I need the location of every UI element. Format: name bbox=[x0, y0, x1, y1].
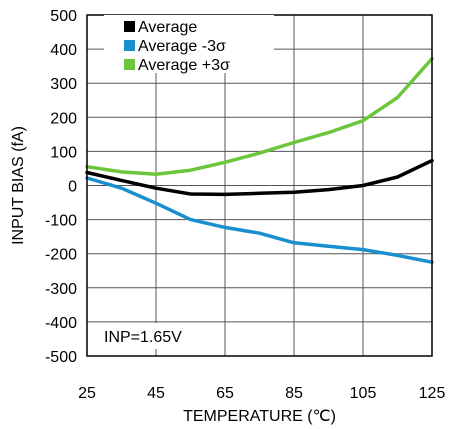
y-tick-label: 400 bbox=[50, 42, 77, 59]
x-tick-label: 25 bbox=[78, 385, 96, 402]
y-tick-labels: 500 400 300 200 100 0 -100 -200 -300 -400 -500 bbox=[45, 8, 77, 366]
legend-label: Average bbox=[138, 19, 197, 36]
x-tick-labels: 25 45 65 85 105 125 bbox=[78, 385, 445, 402]
annotation-background bbox=[100, 323, 210, 349]
y-axis-title: INPUT BIAS (fA) bbox=[10, 126, 27, 245]
legend-swatch bbox=[124, 40, 135, 51]
legend-label: Average +3σ bbox=[138, 57, 230, 74]
y-tick-label: -500 bbox=[45, 349, 77, 366]
x-tick-label: 125 bbox=[419, 385, 446, 402]
annotation-text: INP=1.65V bbox=[104, 329, 182, 346]
y-tick-label: 100 bbox=[50, 144, 77, 161]
y-tick-label: 200 bbox=[50, 110, 77, 127]
annotation: INP=1.65V bbox=[100, 323, 210, 349]
series-line-2 bbox=[85, 56, 434, 176]
x-axis-title: TEMPERATURE (℃) bbox=[183, 408, 336, 425]
y-tick-label: -400 bbox=[45, 315, 77, 332]
legend-swatch bbox=[124, 21, 135, 32]
y-tick-label: -100 bbox=[45, 213, 77, 230]
series-line-0 bbox=[85, 158, 434, 197]
y-tick-label: -300 bbox=[45, 281, 77, 298]
series-line-1 bbox=[85, 176, 434, 264]
legend: Average Average -3σ Average +3σ bbox=[104, 15, 274, 74]
x-tick-label: 85 bbox=[285, 385, 303, 402]
x-tick-label: 45 bbox=[147, 385, 165, 402]
y-tick-label: 0 bbox=[68, 179, 77, 196]
y-tick-label: 500 bbox=[50, 8, 77, 25]
x-tick-label: 105 bbox=[350, 385, 377, 402]
x-tick-label: 65 bbox=[216, 385, 234, 402]
y-tick-label: -200 bbox=[45, 247, 77, 264]
legend-swatch bbox=[124, 59, 135, 70]
series-lines bbox=[85, 56, 434, 264]
y-tick-label: 300 bbox=[50, 76, 77, 93]
legend-label: Average -3σ bbox=[138, 38, 226, 55]
